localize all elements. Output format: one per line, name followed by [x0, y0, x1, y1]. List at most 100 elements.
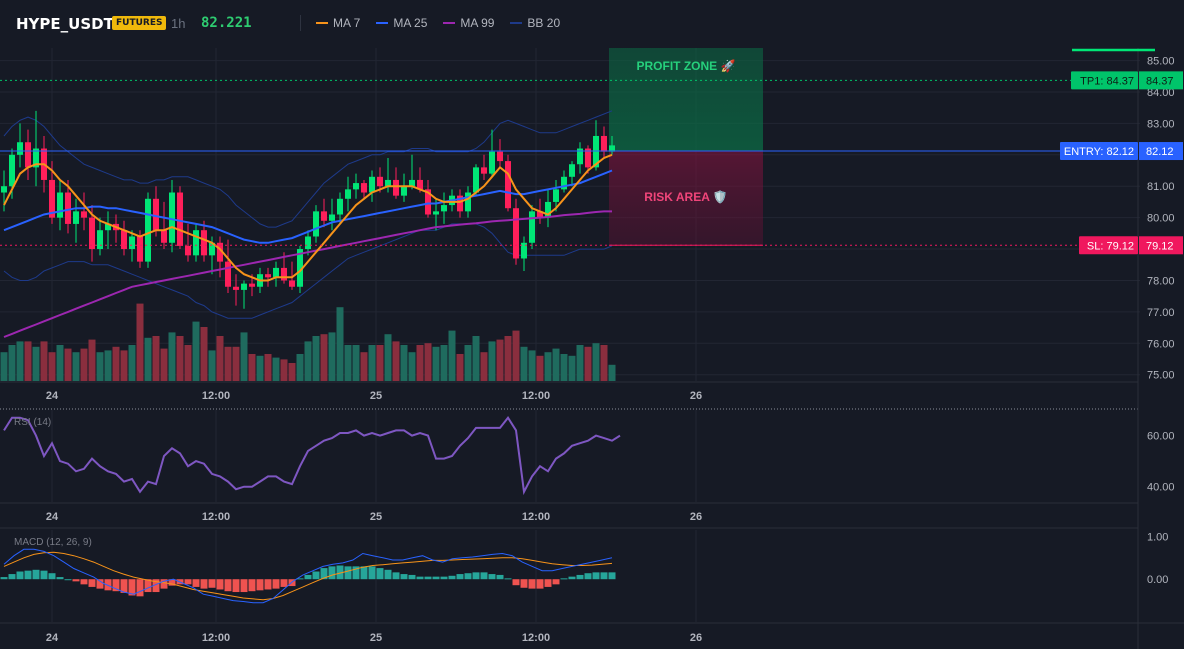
volume-bar: [384, 334, 392, 381]
volume-bar: [584, 346, 592, 381]
candle-body: [185, 245, 191, 256]
price-tick-label: 81.00: [1147, 181, 1175, 193]
time-tick-label: 24: [46, 511, 59, 523]
bb-lower-line: [3, 223, 613, 319]
volume-bar: [136, 303, 144, 381]
macd-histogram-bar: [360, 566, 368, 580]
volume-bar: [544, 352, 552, 381]
time-tick-label: 12:00: [522, 632, 550, 644]
volume-bar: [552, 348, 560, 381]
macd-line: [3, 548, 613, 604]
volume-bar: [240, 332, 248, 381]
candle-body: [393, 179, 399, 196]
macd-histogram-bar: [608, 572, 616, 580]
volume-bar: [16, 341, 24, 381]
time-tick-label: 25: [370, 511, 382, 523]
volume-bar: [280, 359, 288, 381]
macd-histogram-bar: [256, 579, 264, 591]
candle-body: [161, 230, 167, 243]
legend-bb20[interactable]: BB 20: [510, 16, 560, 30]
legend-ma7-label: MA 7: [333, 16, 361, 30]
candle-body: [193, 230, 199, 256]
time-tick-label: 12:00: [522, 390, 550, 402]
macd-histogram-bar: [32, 569, 40, 580]
candle-body: [73, 211, 79, 224]
volume-bar: [80, 348, 88, 381]
macd-histogram-bar: [600, 572, 608, 580]
legend-ma99-label: MA 99: [460, 16, 495, 30]
candle-body: [297, 249, 303, 287]
timeframe-label[interactable]: 1h: [171, 16, 186, 31]
volume-bar: [144, 337, 152, 381]
volume-bars: [0, 303, 616, 381]
price-tick-label: 77.00: [1147, 307, 1175, 319]
volume-bar: [464, 345, 472, 381]
volume-bar: [424, 343, 432, 381]
price-axis[interactable]: 85.0084.0083.0082.0081.0080.0079.0078.00…: [1147, 56, 1175, 587]
risk-zone[interactable]: [609, 151, 763, 246]
volume-bar: [272, 357, 280, 381]
macd-histogram-bar: [272, 579, 280, 589]
candle-body: [105, 223, 111, 231]
macd-histogram-bar: [592, 572, 600, 580]
macd-histogram-bar: [48, 573, 56, 580]
candle-body: [313, 211, 319, 237]
symbol-title[interactable]: HYPE_USDT: [16, 15, 114, 33]
macd-histogram-bar: [424, 576, 432, 580]
entry-price-tag-text: ENTRY: 82.12: [1064, 146, 1134, 158]
candle-body: [137, 236, 143, 262]
macd-histogram-bar: [136, 579, 144, 597]
macd-histogram-bar: [536, 579, 544, 589]
macd-histogram-bar: [128, 579, 136, 596]
macd-histogram-bar: [384, 569, 392, 580]
macd-histogram-bar: [224, 579, 232, 592]
tp-price-tag[interactable]: [1071, 71, 1138, 90]
legend-ma25[interactable]: MA 25: [376, 16, 427, 30]
candle-body: [497, 151, 503, 162]
candle-body: [409, 179, 415, 187]
volume-bar: [504, 336, 512, 381]
macd-histogram-bar: [184, 579, 192, 585]
candle-body: [353, 183, 359, 190]
volume-bar: [536, 355, 544, 381]
volume-bar: [200, 327, 208, 381]
volume-bar: [344, 345, 352, 381]
volume-bar: [208, 350, 216, 381]
macd-histogram-bar: [408, 574, 416, 580]
volume-bar: [64, 348, 72, 381]
entry-price-tag[interactable]: [1060, 142, 1138, 161]
time-tick-label: 26: [690, 511, 702, 523]
volume-bar: [304, 341, 312, 381]
volume-bar: [512, 330, 520, 381]
candle-body: [601, 135, 607, 152]
sl-price-tag[interactable]: [1079, 236, 1138, 255]
volume-bar: [440, 345, 448, 381]
candle-body: [169, 192, 175, 243]
bollinger-bands: [3, 110, 613, 319]
rsi-title: RSI (14): [14, 417, 51, 428]
volume-bar: [376, 345, 384, 381]
legend-ma99[interactable]: MA 99: [443, 16, 494, 30]
legend-ma7[interactable]: MA 7: [316, 16, 360, 30]
macd-histogram-bar: [352, 566, 360, 580]
candle-body: [425, 189, 431, 215]
volume-bar: [288, 363, 296, 381]
price-tick-label: 83.00: [1147, 118, 1175, 130]
candle-body: [345, 189, 351, 199]
macd-histogram-bar: [240, 579, 248, 593]
rsi-pane: RSI (14): [3, 415, 621, 496]
chart-header: HYPE_USDT FUTURES 1h 82.221 MA 7 MA 25 M…: [0, 0, 1184, 46]
macd-histogram-bar: [320, 568, 328, 580]
ma7-line: [3, 153, 613, 282]
macd-histogram-bar: [264, 579, 272, 590]
macd-histogram-bar: [400, 574, 408, 580]
macd-histogram-bar: [480, 572, 488, 580]
volume-bar: [488, 341, 496, 381]
macd-histogram-bar: [24, 570, 32, 580]
candle-body: [417, 179, 423, 190]
time-tick-label: 12:00: [202, 390, 230, 402]
candle-body: [289, 280, 295, 287]
profit-zone[interactable]: [609, 48, 763, 152]
macd-histogram-bar: [472, 572, 480, 580]
